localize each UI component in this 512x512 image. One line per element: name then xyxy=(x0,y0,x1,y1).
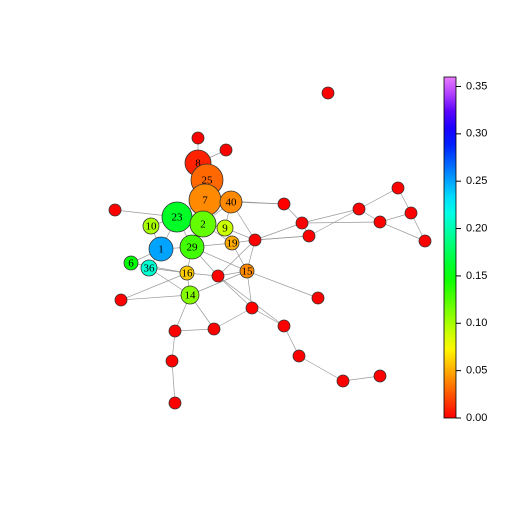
edge xyxy=(301,221,381,224)
node xyxy=(180,285,200,305)
node xyxy=(277,197,291,211)
node xyxy=(404,206,418,220)
node xyxy=(302,229,316,243)
edge xyxy=(217,275,253,309)
node-label: 2 xyxy=(200,219,206,231)
node xyxy=(245,301,259,315)
node xyxy=(189,210,217,238)
node xyxy=(248,233,262,247)
edge xyxy=(130,262,188,274)
colorbar-tick-label: 0.10 xyxy=(466,317,487,329)
node xyxy=(207,322,221,336)
colorbar-tick-label: 0.05 xyxy=(466,365,487,377)
edge xyxy=(217,275,285,327)
node xyxy=(142,217,160,235)
node xyxy=(321,86,335,100)
edges xyxy=(114,138,426,404)
edge xyxy=(358,187,399,210)
node xyxy=(373,215,387,229)
node xyxy=(352,202,366,216)
node xyxy=(168,324,182,338)
colorbar-tick-label: 0.15 xyxy=(466,270,487,282)
node xyxy=(168,396,182,410)
edge xyxy=(171,360,176,404)
node xyxy=(211,269,225,283)
node xyxy=(418,234,432,248)
node xyxy=(336,374,350,388)
edge xyxy=(246,270,319,299)
node xyxy=(216,219,234,237)
node xyxy=(123,255,139,271)
node xyxy=(239,263,255,279)
edge xyxy=(213,307,253,330)
colorbar-tick-label: 0.20 xyxy=(466,222,487,234)
edge xyxy=(254,222,303,241)
node-label: 23 xyxy=(172,212,184,224)
node xyxy=(295,216,309,230)
edge xyxy=(217,239,256,277)
node xyxy=(219,190,243,214)
node-label: 15 xyxy=(242,266,254,278)
node-label: 40 xyxy=(226,197,238,209)
edge xyxy=(254,235,310,241)
node-label: 1 xyxy=(158,244,164,256)
node-label: 6 xyxy=(128,258,134,270)
node-label: 8 xyxy=(195,158,201,170)
node-label: 25 xyxy=(202,175,214,187)
node xyxy=(114,293,128,307)
node-label: 7 xyxy=(202,195,208,207)
node xyxy=(373,369,387,383)
node xyxy=(191,131,205,145)
node xyxy=(179,265,195,281)
node xyxy=(277,319,291,333)
edge xyxy=(298,355,344,382)
edge xyxy=(174,328,215,332)
node-label: 9 xyxy=(222,223,228,235)
edge xyxy=(120,272,188,301)
colorbar-tick-label: 0.00 xyxy=(466,412,487,424)
colorbar-tick-label: 0.30 xyxy=(466,128,487,140)
edge xyxy=(379,221,426,242)
node xyxy=(148,236,174,262)
edge xyxy=(189,270,248,296)
colorbar-tick-label: 0.25 xyxy=(466,175,487,187)
node xyxy=(311,291,325,305)
node xyxy=(292,349,306,363)
node xyxy=(224,235,240,251)
node xyxy=(165,354,179,368)
node-label: 19 xyxy=(227,238,239,250)
node-label: 29 xyxy=(187,242,199,254)
colorbar xyxy=(443,76,457,419)
node xyxy=(140,259,158,277)
node-label: 36 xyxy=(144,263,156,275)
node-label: 10 xyxy=(146,221,158,233)
node-label: 14 xyxy=(185,290,197,302)
node xyxy=(108,203,122,217)
edge xyxy=(308,208,360,237)
colorbar-tick-label: 0.35 xyxy=(466,80,487,92)
node xyxy=(219,143,233,157)
edge xyxy=(301,208,360,224)
node-label: 16 xyxy=(182,268,194,280)
node xyxy=(179,234,205,260)
node xyxy=(391,181,405,195)
edge xyxy=(120,294,191,301)
